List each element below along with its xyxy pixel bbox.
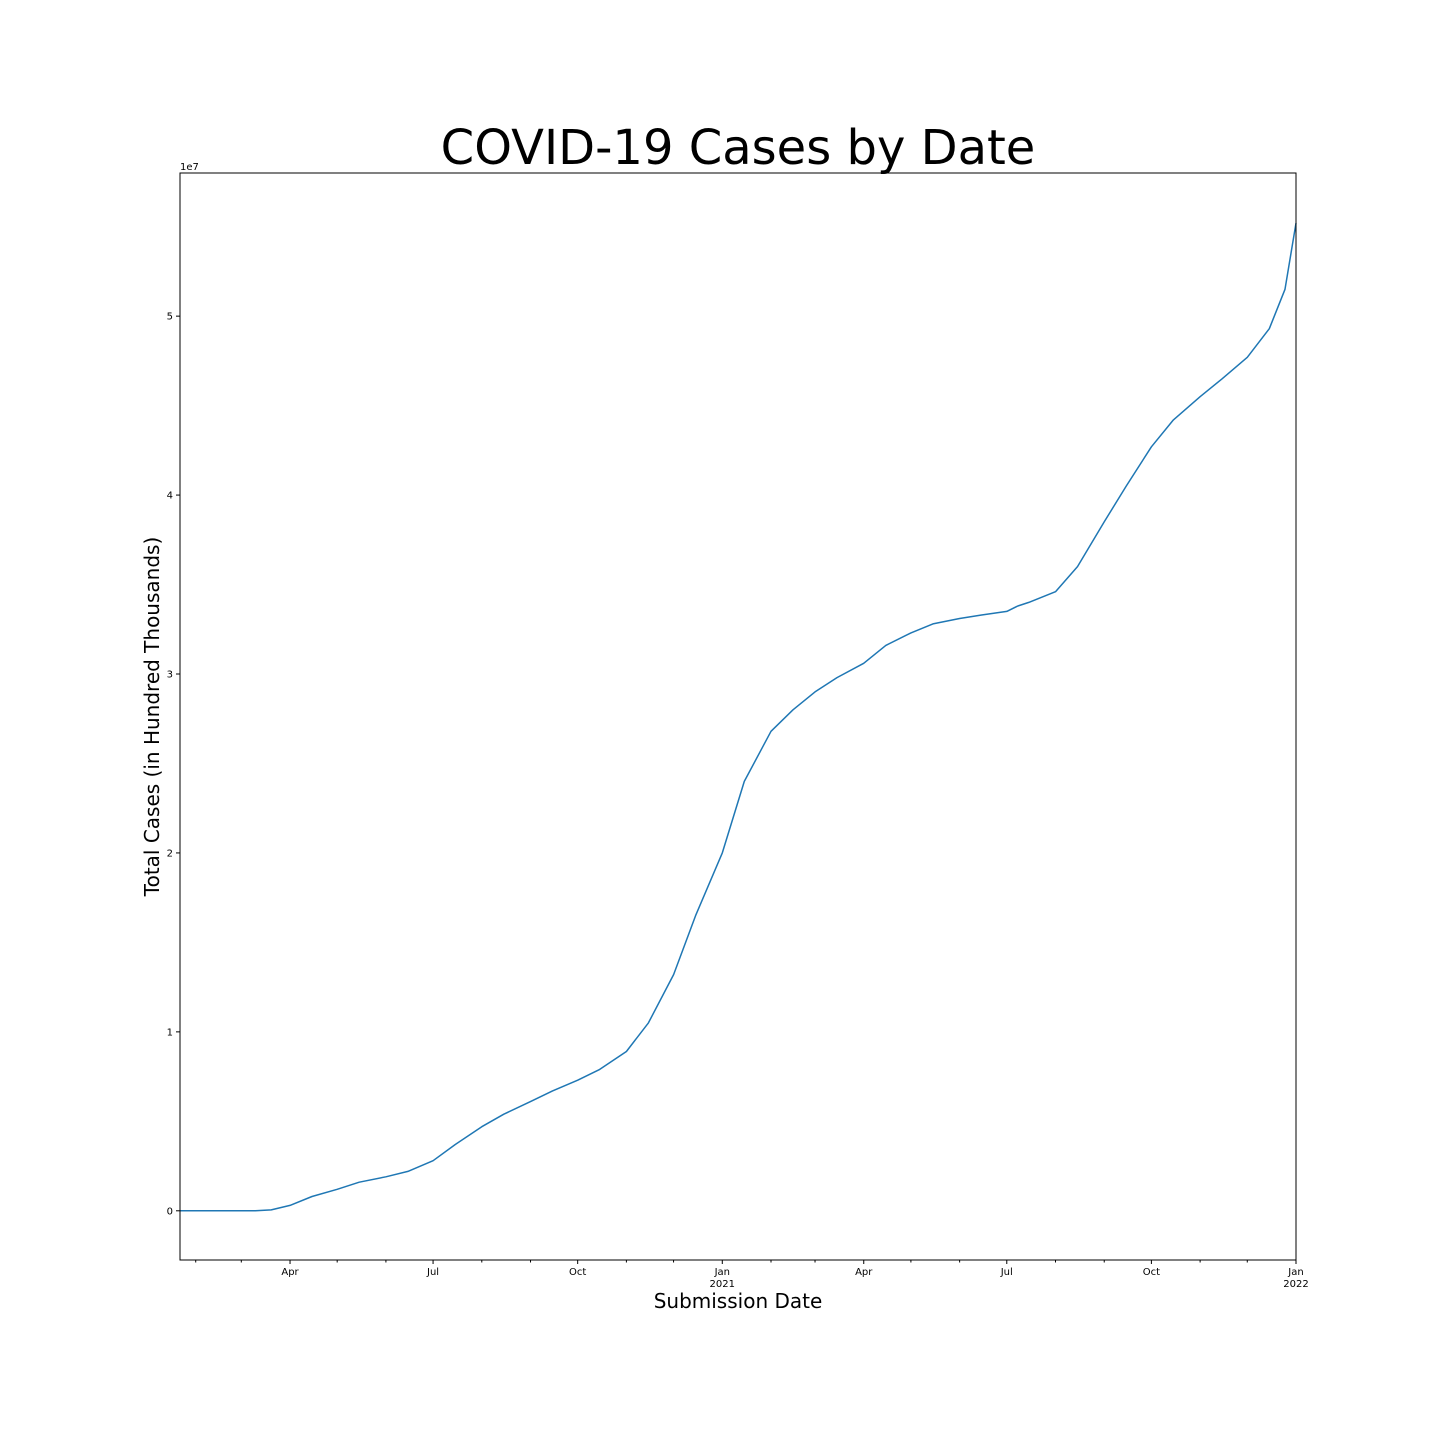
y-tick-label-5: 5	[167, 312, 173, 323]
x-tick-sublabel-7: 2022	[1283, 1279, 1308, 1290]
y-axis-label: Total Cases (in Hundred Thousands)	[140, 537, 164, 897]
x-tick-label-6: Oct	[1143, 1267, 1160, 1278]
x-tick-label-5: Jul	[1000, 1267, 1013, 1278]
x-axis-label: Submission Date	[654, 1289, 823, 1313]
y-tick-label-0: 0	[167, 1206, 173, 1217]
y-tick-label-3: 3	[167, 670, 173, 681]
plot-frame	[179, 172, 1297, 1261]
x-tick-sublabel-3: 2021	[710, 1279, 735, 1290]
x-tick-label-4: Apr	[855, 1267, 873, 1278]
x-tick-label-1: Jul	[426, 1267, 439, 1278]
y-tick-label-1: 1	[167, 1027, 173, 1038]
y-tick-label-2: 2	[167, 848, 173, 859]
x-tick-label-2: Oct	[569, 1267, 586, 1278]
x-tick-label-7: Jan	[1287, 1267, 1303, 1278]
x-tick-label-0: Apr	[281, 1267, 299, 1278]
chart-title: COVID-19 Cases by Date	[441, 120, 1036, 176]
x-tick-label-3: Jan	[714, 1267, 730, 1278]
series-line	[180, 222, 1297, 1212]
y-offset-label: 1e7	[180, 162, 199, 173]
y-tick-label-4: 4	[167, 491, 173, 502]
